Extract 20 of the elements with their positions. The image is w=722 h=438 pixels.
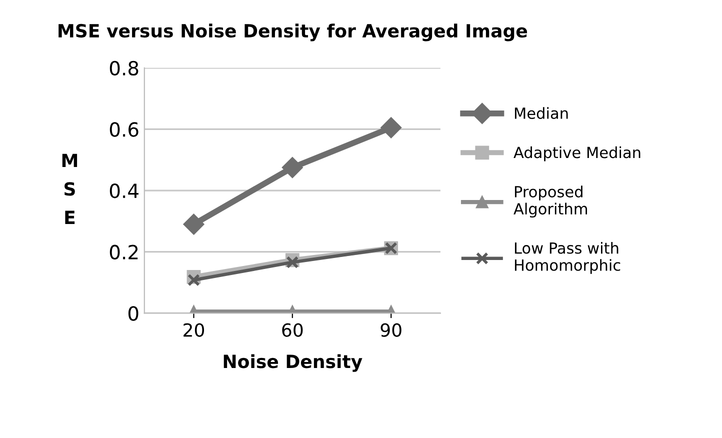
legend-label: Median — [514, 107, 568, 120]
y-tick-label: 0.4 — [110, 183, 138, 198]
legend-label: Low Pass with Homomorphic — [514, 242, 620, 274]
point — [282, 157, 303, 178]
y-tick-label: 0 — [128, 306, 138, 321]
point — [380, 117, 402, 138]
x-tick-label: 20 — [184, 323, 204, 337]
point — [183, 214, 204, 235]
legend-label: Proposed Algorithm — [514, 186, 587, 218]
x-tick-label: 90 — [380, 323, 402, 337]
legend-label: Adaptive Median — [514, 146, 640, 162]
y-axis-title: MSE — [62, 154, 78, 224]
x-tick-label: 60 — [282, 323, 303, 337]
y-tick-label: 0.6 — [110, 122, 138, 137]
y-tick-label: 0.2 — [110, 244, 138, 260]
y-tick-label: 0.8 — [110, 60, 138, 76]
point — [187, 274, 200, 286]
point — [286, 256, 299, 269]
chart-title: MSE versus Noise Density for Averaged Image — [58, 24, 528, 42]
x-axis-title: Noise Density — [224, 354, 362, 372]
